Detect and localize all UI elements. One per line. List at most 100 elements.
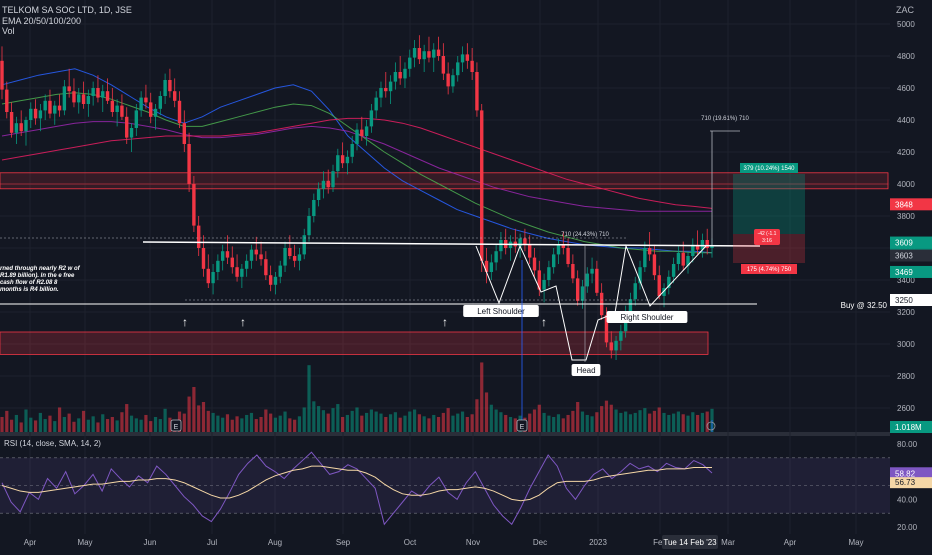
up-arrow-marker: ↑ [182, 315, 188, 329]
candle-body [168, 80, 172, 92]
time-axis-label: 2023 [589, 538, 607, 547]
candle-body [220, 251, 225, 261]
candle-body [19, 123, 23, 132]
tag-3250-bg [890, 294, 932, 306]
measure-top-label: 710 (19.61%) 710 [701, 116, 749, 122]
candle-body [211, 272, 215, 284]
ema-line-3 [1, 117, 713, 209]
volume-bar [686, 415, 690, 432]
time-axis-label: Jun [144, 538, 157, 547]
candle-body [561, 244, 565, 248]
volume-bar [110, 417, 114, 432]
stop-box-bg [741, 264, 797, 274]
symbol-title[interactable]: TELKOM SA SOC LTD, 1D, JSE [2, 5, 132, 15]
right-shoulder-label-bg [606, 311, 688, 323]
candle-body [489, 262, 494, 272]
price-tick-label: 3200 [897, 308, 915, 317]
volume-bar [62, 417, 66, 432]
volume-bar [235, 416, 239, 432]
tag-volume: 1.018M [895, 423, 922, 432]
time-axis-label: Apr [24, 538, 37, 547]
volume-bar [134, 418, 138, 432]
buy-label: Buy @ 32.50 [841, 301, 888, 310]
candle-body [134, 110, 139, 128]
candle-body [139, 97, 143, 111]
candle-body [480, 110, 484, 261]
volume-bar [5, 410, 9, 432]
tag-3603: 3603 [895, 252, 913, 261]
volume-bar [197, 405, 201, 432]
volume-bar [225, 414, 230, 432]
candle-body [158, 96, 163, 109]
volume-bar [14, 414, 18, 432]
volume-bar [484, 392, 489, 432]
price-tick-label: 3800 [897, 212, 915, 221]
selected-date-label: Tue 14 Feb '23 [663, 538, 717, 547]
up-arrow-marker: ↑ [442, 315, 448, 329]
position-box-label-1: -42 (-1.1 [758, 231, 777, 237]
price-tick-label: 4600 [897, 84, 915, 93]
volume-bar [321, 410, 326, 432]
stop-box-label: 175 (4.74%) 750 [747, 267, 792, 273]
candle-body [153, 108, 158, 117]
rsi-sma-line [1, 465, 712, 502]
candle-body [393, 72, 398, 82]
volume-bar [201, 402, 206, 432]
candle-body [86, 96, 91, 104]
time-axis-label: Jul [207, 538, 217, 547]
tag-3469: 3469 [895, 268, 913, 277]
candle-body [173, 91, 177, 101]
price-tick-label: 4400 [897, 116, 915, 125]
candle-body [53, 105, 57, 114]
candle-body [149, 102, 153, 117]
volume-bar [326, 413, 330, 432]
candle-body [643, 248, 647, 268]
ema-legend[interactable]: EMA 20/50/100/200 [2, 16, 82, 26]
candle-body [590, 268, 594, 274]
volume-bar [504, 414, 508, 432]
volume-bar [77, 418, 81, 432]
candle-body [518, 238, 522, 247]
candle-body [264, 259, 268, 276]
candle-body [671, 264, 676, 277]
volume-bar [86, 419, 90, 432]
volume-bar [67, 413, 71, 432]
head-shoulders-outline [475, 244, 707, 361]
volume-bar [436, 417, 441, 432]
volume-bar [571, 410, 575, 432]
candle-body [542, 280, 546, 290]
candle-body [412, 48, 417, 58]
volume-bar [360, 415, 364, 432]
candle-body [120, 105, 124, 117]
volume-bar [91, 416, 95, 432]
volume-bar [283, 411, 287, 432]
earnings-marker: E [174, 424, 179, 431]
candle-body [24, 120, 28, 132]
right-shoulder-label: Right Shoulder [621, 313, 674, 322]
volume-bar [230, 419, 234, 432]
candle-body [417, 48, 422, 60]
up-arrow-marker: ↑ [240, 315, 246, 329]
volume-bar [163, 408, 167, 432]
volume-bar [187, 396, 191, 432]
candle-body [129, 128, 134, 138]
candle-body [81, 94, 86, 104]
volume-bar [139, 419, 143, 432]
candle-body [62, 86, 67, 111]
volume-bar [168, 417, 172, 432]
volume-legend[interactable]: Vol [2, 26, 15, 36]
volume-bar [125, 404, 129, 432]
candle-body [244, 260, 249, 269]
volume-bar [53, 421, 57, 432]
candle-body [528, 244, 532, 258]
candle-body [278, 265, 282, 277]
candle-body [350, 144, 354, 157]
volume-bar [451, 415, 455, 432]
candle-body [326, 180, 330, 188]
price-tick-label: 3000 [897, 340, 915, 349]
selected-date-bg [662, 535, 718, 549]
volume-bar [475, 399, 479, 432]
volume-bar [57, 407, 62, 432]
